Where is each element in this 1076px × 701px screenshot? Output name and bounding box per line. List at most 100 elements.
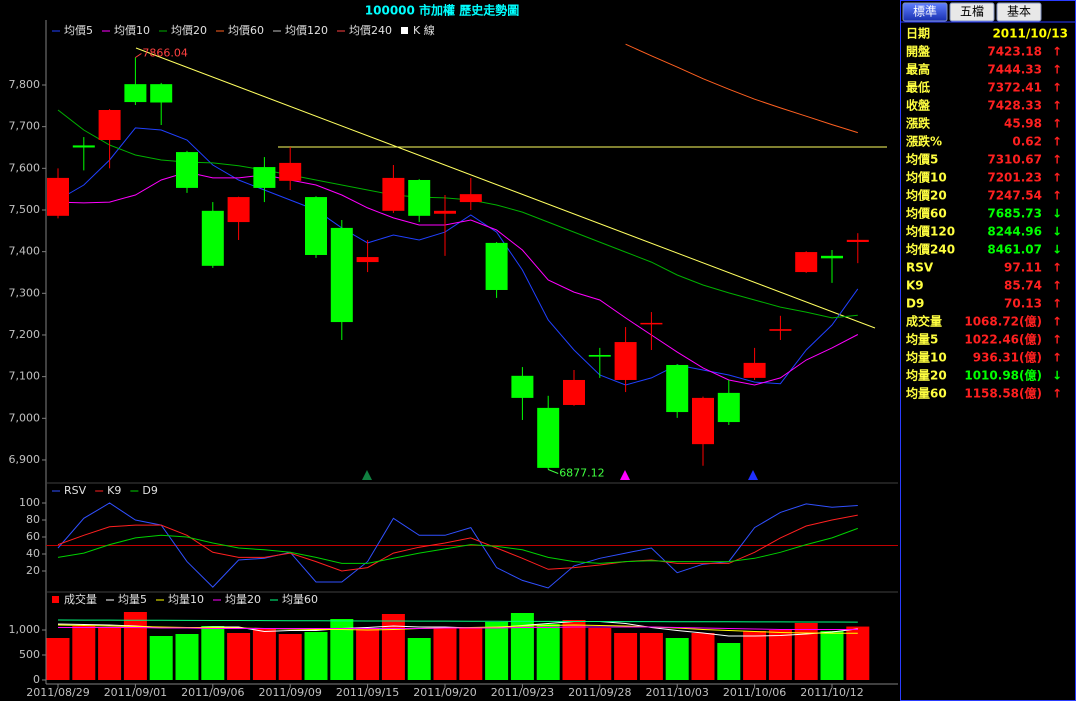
row-arrow: ↑ <box>1052 297 1062 311</box>
x-tick-label: 2011/10/03 <box>645 686 708 699</box>
legend-label: 均量5 <box>118 593 147 606</box>
x-tick-label: 2011/09/20 <box>413 686 476 699</box>
volume-bar <box>252 628 276 680</box>
row-label: 均價60 <box>906 206 947 221</box>
y-tick-label: 7,500 <box>9 203 41 216</box>
volume-bar <box>536 624 560 680</box>
candle-body <box>176 152 198 188</box>
row-value: 7444.33 <box>987 63 1042 77</box>
x-tick-label: 2011/09/09 <box>258 686 321 699</box>
row-label: 漲跌% <box>906 134 942 149</box>
price-panel: 6,900 7,000 7,100 7,200 7,300 7,400 7,500 7,600… <box>9 23 869 480</box>
legend-label: 均價60 <box>228 23 264 37</box>
volume-bar <box>149 636 173 680</box>
volume-bar <box>691 633 715 680</box>
series-line <box>57 527 858 564</box>
row-value: 45.98 <box>1004 117 1042 131</box>
x-tick-label: 2011/08/29 <box>26 686 89 699</box>
x-tick-label: 2011/09/28 <box>568 686 631 699</box>
row-value: 8461.07 <box>987 243 1042 257</box>
y-tick-label: 40 <box>26 547 40 560</box>
volume-bar <box>459 628 483 680</box>
volume-bar <box>614 633 638 680</box>
row-value: 7310.67 <box>987 153 1042 167</box>
candle-body <box>330 227 353 323</box>
volume-bar <box>98 628 122 680</box>
row-value: 7201.23 <box>987 171 1042 185</box>
volume-bar <box>123 612 147 680</box>
row-label: 最低 <box>906 80 930 95</box>
row-arrow: ↑ <box>1052 387 1062 401</box>
series-line <box>58 626 858 630</box>
y-tick-label: 7,300 <box>9 286 41 299</box>
volume-bar <box>820 631 844 680</box>
tab[interactable] <box>902 2 948 22</box>
volume-bar <box>278 634 302 680</box>
candle-body <box>124 84 147 103</box>
row-arrow: ↑ <box>1052 135 1062 149</box>
volume-bar <box>381 614 405 680</box>
row-label: 均量60 <box>906 386 947 401</box>
tab[interactable] <box>996 2 1042 22</box>
candle-body <box>279 162 302 181</box>
volume-bar <box>46 638 70 680</box>
y-tick-label: 7,600 <box>9 161 41 174</box>
volume-bar <box>227 633 251 680</box>
volume-panel: 0 500 1,000 成交量 均量5 均量10 均量20 均量60 2011/08/29 201… <box>9 592 870 699</box>
x-tick-label: 2011/10/06 <box>723 686 786 699</box>
tab[interactable] <box>949 2 995 22</box>
row-arrow: ↑ <box>1052 81 1062 95</box>
y-tick-label: 80 <box>26 513 40 526</box>
y-tick-label: 7,800 <box>9 78 41 91</box>
series-line <box>625 43 858 134</box>
row-arrow: ↓ <box>1052 243 1062 257</box>
candle-body <box>588 354 611 357</box>
signal-marker <box>362 470 372 480</box>
row-label: 均價5 <box>906 152 938 167</box>
row-arrow: ↑ <box>1052 351 1062 365</box>
y-tick-label: 7,400 <box>9 245 41 258</box>
candle-body <box>743 362 766 378</box>
series-line <box>57 619 858 623</box>
kd-panel: 20 40 60 80 100 RSV K9 D9 <box>19 484 898 589</box>
candle-body <box>692 397 714 445</box>
y-tick-label: 7,700 <box>9 120 41 133</box>
candle-body <box>717 392 740 423</box>
candle-body <box>356 257 379 263</box>
legend-label: 均量20 <box>225 593 261 606</box>
y-tick-label: 7,100 <box>9 370 41 383</box>
chart-area <box>0 0 898 701</box>
candle-body <box>434 210 456 214</box>
row-arrow: ↑ <box>1052 315 1062 329</box>
y-tick-label: 0 <box>33 673 40 686</box>
legend-label: 均價10 <box>114 23 150 37</box>
row-arrow: ↑ <box>1052 171 1062 185</box>
tab-label[interactable]: 五檔 <box>960 5 984 19</box>
row-value: 1022.46(億) <box>964 332 1042 347</box>
row-value: 936.31(億) <box>973 350 1042 365</box>
volume-bar <box>717 643 741 680</box>
legend-swatch <box>52 596 59 603</box>
row-label: 開盤 <box>906 44 931 59</box>
candle-body <box>305 197 327 255</box>
legend-label: D9 <box>142 484 157 497</box>
candle-body <box>666 364 689 413</box>
y-tick-label: 7,000 <box>9 411 41 424</box>
row-label: 最高 <box>906 62 930 77</box>
row-arrow: ↑ <box>1052 261 1062 275</box>
candle-body <box>640 322 663 325</box>
row-label: D9 <box>906 297 924 311</box>
side-frame <box>900 0 1076 701</box>
series-line <box>57 127 859 386</box>
tab-label[interactable]: 基本 <box>1007 5 1031 19</box>
tab-label[interactable]: 標準 <box>913 4 937 19</box>
volume-bar <box>485 622 509 680</box>
x-tick-label: 2011/10/12 <box>800 686 863 699</box>
candle-body <box>795 252 818 273</box>
volume-bar <box>356 628 380 680</box>
row-arrow: ↑ <box>1052 99 1062 113</box>
row-label: RSV <box>906 261 934 275</box>
candle-body <box>253 167 276 188</box>
volume-bar <box>330 619 354 680</box>
